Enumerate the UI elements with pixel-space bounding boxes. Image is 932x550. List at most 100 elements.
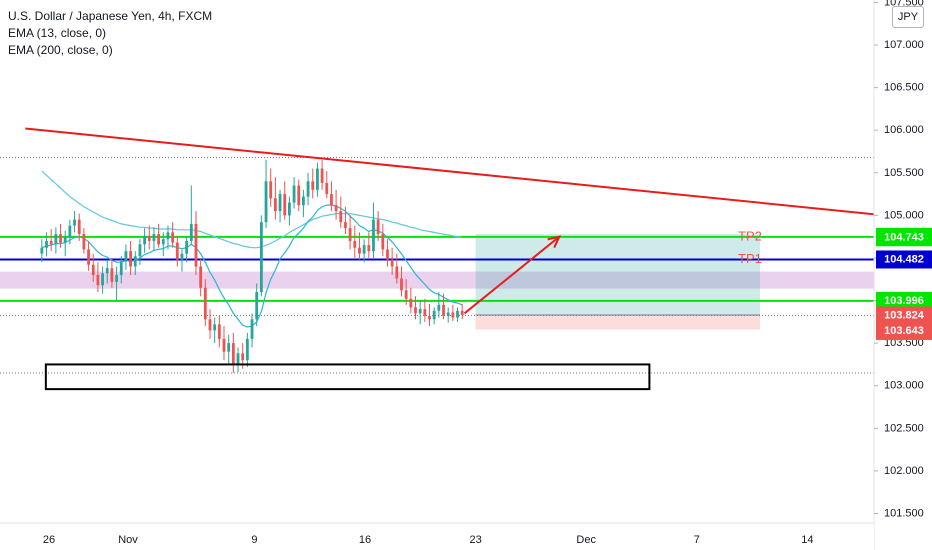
candle-body-79	[409, 298, 413, 308]
candle-body-14	[105, 268, 109, 274]
candle-body-1	[45, 240, 48, 248]
x-tick-label-6: 7	[694, 534, 700, 546]
candle-body-24	[152, 234, 156, 241]
price-tag-2: 103.824	[884, 310, 925, 322]
candle-body-29	[175, 242, 179, 260]
ema-long-label[interactable]: EMA (200, close, 0)	[8, 43, 113, 57]
candle-body-46	[255, 292, 259, 320]
candle-body-21	[138, 244, 142, 257]
support-box	[44, 363, 651, 391]
candle-body-69	[362, 245, 366, 254]
candle-body-53	[287, 202, 291, 216]
candle-body-44	[245, 338, 249, 361]
y-tick-label-1: 102.000	[884, 465, 924, 477]
candle-body-67	[353, 240, 357, 248]
position-target-area	[475, 234, 760, 316]
candle-body-77	[400, 278, 403, 291]
candle-body-31	[185, 240, 189, 254]
projection-arrow	[463, 235, 560, 315]
candle-body-49	[269, 181, 273, 199]
y-tick-label-7: 105.000	[884, 209, 924, 221]
x-tick-label-4: 23	[469, 534, 481, 546]
candle-body-17	[119, 261, 123, 275]
candle-body-27	[166, 232, 170, 240]
label-tp1: TP1	[738, 251, 762, 266]
candle-body-54	[292, 185, 296, 203]
candle-body-28	[171, 232, 175, 243]
candle-body-48	[264, 181, 268, 223]
candle-body-76	[395, 266, 399, 279]
candle-body-38	[217, 324, 221, 339]
candle-body-74	[386, 249, 389, 260]
y-tick-label-8: 105.500	[884, 167, 924, 179]
candle-body-51	[278, 194, 282, 212]
candle-body-64	[339, 211, 343, 223]
ema-200-line	[41, 170, 463, 249]
y-tick-label-4: 103.500	[884, 337, 924, 349]
ema-short-label[interactable]: EMA (13, close, 0)	[8, 26, 107, 40]
candle-body-84	[432, 310, 436, 320]
price-tag-line-1-bg	[876, 250, 932, 269]
candle-body-9	[82, 234, 86, 250]
candle-body-34	[199, 266, 203, 288]
candle-body-5	[63, 237, 67, 243]
candle-body-47	[259, 222, 263, 293]
candle-body-22	[143, 235, 147, 245]
price-tag-line-1: 104.482	[884, 253, 924, 265]
candle-body-85	[437, 304, 441, 311]
candle-body-45	[250, 319, 254, 339]
candle-body-68	[358, 247, 361, 254]
candle-body-20	[133, 256, 137, 267]
candle-body-35	[203, 287, 207, 320]
chart-legend: U.S. Dollar / Japanese Yen, 4h, FXCM EMA…	[8, 8, 212, 59]
candle-body-42	[236, 353, 240, 365]
candle-body-33	[194, 223, 198, 267]
price-tag-3-bg	[876, 321, 932, 340]
demand-zone-band	[0, 271, 874, 289]
candle-body-12	[96, 274, 100, 286]
candle-body-72	[376, 219, 380, 235]
x-tick-label-2: 9	[251, 534, 257, 546]
candle-body-66	[348, 228, 352, 241]
candle-body-58	[311, 181, 315, 190]
candle-body-87	[446, 312, 450, 316]
candle-body-41	[231, 343, 235, 365]
y-tick-label-10: 106.500	[884, 82, 924, 94]
candle-body-36	[208, 319, 212, 331]
candle-body-83	[428, 315, 431, 320]
candle-body-61	[325, 182, 329, 195]
candle-body-26	[161, 239, 165, 245]
candle-body-78	[404, 290, 408, 299]
candle-body-2	[49, 240, 53, 245]
candle-body-18	[124, 251, 128, 262]
candle-body-89	[456, 310, 459, 318]
projection-arrowhead	[547, 235, 562, 248]
candle-body-15	[110, 268, 114, 282]
currency-badge[interactable]: JPY	[892, 6, 924, 28]
price-tag-0: 104.743	[884, 231, 924, 243]
candle-body-32	[189, 223, 193, 241]
candle-body-3	[54, 234, 58, 245]
candle-body-0	[40, 247, 44, 254]
candle-body-86	[442, 304, 445, 316]
candle-body-16	[115, 274, 118, 282]
chart-title: U.S. Dollar / Japanese Yen, 4h, FXCM	[8, 9, 213, 23]
candle-body-13	[101, 273, 104, 286]
candle-body-59	[316, 168, 319, 190]
price-tag-3: 103.643	[884, 325, 924, 337]
price-tag-line-2-bg	[876, 291, 932, 310]
y-tick-label-0: 101.500	[884, 508, 924, 520]
candle-body-23	[147, 235, 151, 241]
candle-body-62	[330, 194, 333, 206]
position-stop-area	[475, 315, 760, 330]
candle-body-56	[302, 196, 305, 206]
candle-body-6	[68, 225, 72, 238]
y-tick-label-2: 102.500	[884, 422, 924, 434]
candle-body-80	[414, 307, 417, 314]
x-tick-label-3: 16	[359, 534, 371, 546]
candle-body-52	[283, 194, 287, 216]
price-tag-line-2: 103.996	[884, 295, 924, 307]
candle-body-55	[297, 185, 301, 206]
candle-body-57	[306, 181, 310, 197]
